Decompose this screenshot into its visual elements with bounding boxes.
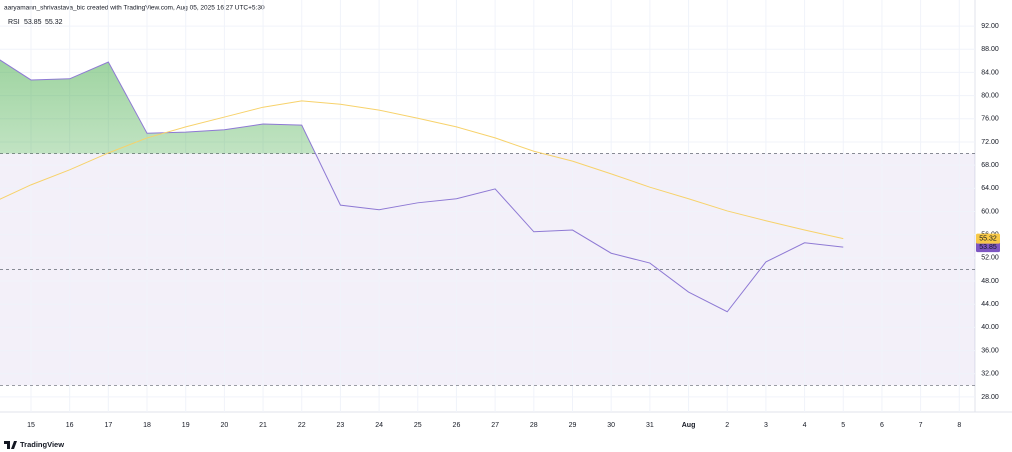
legend-value: 55.32	[45, 19, 63, 26]
logo-icon	[4, 441, 17, 449]
x-tick-label: 4	[803, 422, 807, 429]
y-tick-label: 40.00	[981, 324, 999, 331]
x-tick-label: 31	[646, 422, 654, 429]
x-tick-label: 6	[880, 422, 884, 429]
legend-value: 53.85	[24, 19, 42, 26]
x-tick-label: 26	[453, 422, 461, 429]
series-line	[0, 59, 844, 313]
x-tick-label: 30	[607, 422, 615, 429]
x-tick-label: 20	[220, 422, 228, 429]
x-tick-label: 2	[725, 422, 729, 429]
overbought-fill	[0, 60, 844, 154]
header: aaryamann_shrivastava_bic created with T…	[4, 5, 265, 12]
x-tick-label: 3	[764, 422, 768, 429]
y-tick-label: 60.00	[981, 208, 999, 215]
y-tick-label: 76.00	[981, 116, 999, 123]
y-tick-label: 52.00	[981, 255, 999, 262]
series-line	[0, 100, 844, 240]
price-tag	[976, 242, 1000, 253]
y-tick-label: 64.00	[981, 185, 999, 192]
x-tick-label: 16	[66, 422, 74, 429]
y-tick-label: 88.00	[981, 46, 999, 53]
legend-name: RSI	[8, 19, 20, 26]
logo: TradingView	[4, 440, 64, 449]
y-tick-label: 84.00	[981, 69, 999, 76]
y-tick-label: 36.00	[981, 347, 999, 354]
x-tick-label: 21	[259, 422, 267, 429]
x-tick-label: 29	[569, 422, 577, 429]
y-tick-label: 28.00	[981, 394, 999, 401]
y-tick-label: 48.00	[981, 278, 999, 285]
y-tick-label: 32.00	[981, 371, 999, 378]
x-tick-label: 27	[491, 422, 499, 429]
x-tick-label: 18	[143, 422, 151, 429]
logo-text: TradingView	[20, 440, 64, 449]
x-tick-label: 5	[841, 422, 845, 429]
price-tag-label: 55.32	[979, 235, 997, 242]
x-tick-label: 8	[957, 422, 961, 429]
x-tick-label: 28	[530, 422, 538, 429]
x-tick-label: 7	[919, 422, 923, 429]
y-tick-label: 72.00	[981, 139, 999, 146]
y-tick-label: 80.00	[981, 92, 999, 99]
y-tick-label: 44.00	[981, 301, 999, 308]
price-tag-label: 53.85	[979, 244, 997, 251]
x-tick-label: 17	[104, 422, 112, 429]
plot	[0, 0, 975, 412]
y-tick-label: 68.00	[981, 162, 999, 169]
x-tick-label: 15	[27, 422, 35, 429]
price-tag	[976, 233, 1000, 244]
x-tick-label: 22	[298, 422, 306, 429]
legend: RSI 53.85 55.32	[8, 19, 63, 26]
x-tick-label: Aug	[682, 422, 696, 429]
y-tick-label: 92.00	[981, 23, 999, 30]
x-tick-label: 25	[414, 422, 422, 429]
x-tick-label: 23	[337, 422, 345, 429]
x-tick-label: 24	[375, 422, 383, 429]
x-tick-label: 19	[182, 422, 190, 429]
